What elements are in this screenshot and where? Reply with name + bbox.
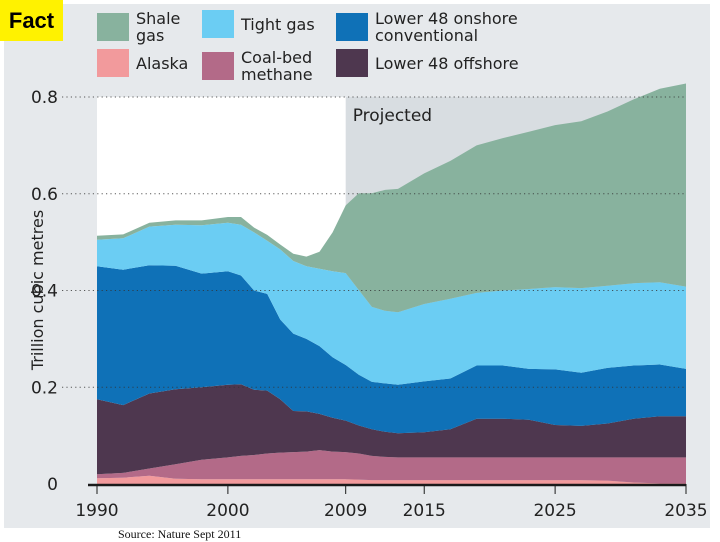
y-tick-label: 0 bbox=[47, 475, 58, 495]
y-tick-label: 0.2 bbox=[31, 378, 58, 398]
legend-item-lower48-onshore: Lower 48 onshore conventional bbox=[336, 10, 518, 44]
legend-item-alaska: Alaska bbox=[97, 49, 188, 77]
legend-label-coal-bed-methane: Coal-bed methane bbox=[241, 48, 313, 84]
x-tick-label: 2025 bbox=[533, 501, 576, 521]
legend-label-alaska: Alaska bbox=[136, 53, 189, 73]
y-tick-label: 0.4 bbox=[31, 282, 58, 302]
projected-label: Projected bbox=[353, 106, 432, 126]
legend-swatch-shale-gas bbox=[97, 13, 129, 41]
x-tick-label: 2009 bbox=[324, 501, 367, 521]
legend-swatch-lower48-onshore bbox=[336, 13, 368, 41]
legend-swatch-coal-bed-methane bbox=[202, 52, 234, 80]
fact-badge: Fact bbox=[0, 0, 63, 41]
area-tight-gas bbox=[97, 222, 686, 385]
area-alaska bbox=[97, 475, 686, 484]
legend-item-tight-gas: Tight gas bbox=[202, 10, 315, 38]
legend-item-lower48-offshore: Lower 48 offshore bbox=[336, 49, 519, 77]
legend-item-coal-bed-methane: Coal-bed methane bbox=[202, 49, 313, 83]
y-axis-title: Trillion cubic metres bbox=[28, 210, 47, 371]
legend-label-tight-gas: Tight gas bbox=[241, 14, 315, 34]
legend-swatch-tight-gas bbox=[202, 10, 234, 38]
area-lower-48-offshore bbox=[97, 384, 686, 475]
legend-label-lower48-onshore: Lower 48 onshore conventional bbox=[375, 9, 518, 45]
area-series-group bbox=[97, 83, 686, 484]
area-lower-48-onshore-conventional bbox=[97, 265, 686, 434]
legend-item-shale-gas: Shale gas bbox=[97, 10, 180, 44]
legend-swatch-lower48-offshore bbox=[336, 49, 368, 77]
legend-label-shale-gas: Shale gas bbox=[136, 9, 181, 45]
x-tick-label: 2015 bbox=[403, 501, 446, 521]
x-tick-label: 2000 bbox=[206, 501, 249, 521]
x-tick-label: 2035 bbox=[664, 501, 707, 521]
area-shale-gas bbox=[97, 83, 686, 313]
x-axis-ticks: 1990 2000 2009 2015 2025 2035 bbox=[75, 484, 708, 521]
x-tick-label: 1990 bbox=[75, 501, 118, 521]
legend-label-lower48-offshore: Lower 48 offshore bbox=[375, 53, 519, 73]
y-tick-label: 0.6 bbox=[31, 185, 58, 205]
source-note: Source: Nature Sept 2011 bbox=[118, 527, 242, 541]
y-tick-label: 0.8 bbox=[31, 88, 58, 108]
area-coal-bed-methane bbox=[97, 450, 686, 484]
gridlines bbox=[62, 96, 686, 388]
legend-swatch-alaska bbox=[97, 49, 129, 77]
y-axis-ticks: 0 0.2 0.4 0.6 0.8 bbox=[31, 88, 58, 495]
